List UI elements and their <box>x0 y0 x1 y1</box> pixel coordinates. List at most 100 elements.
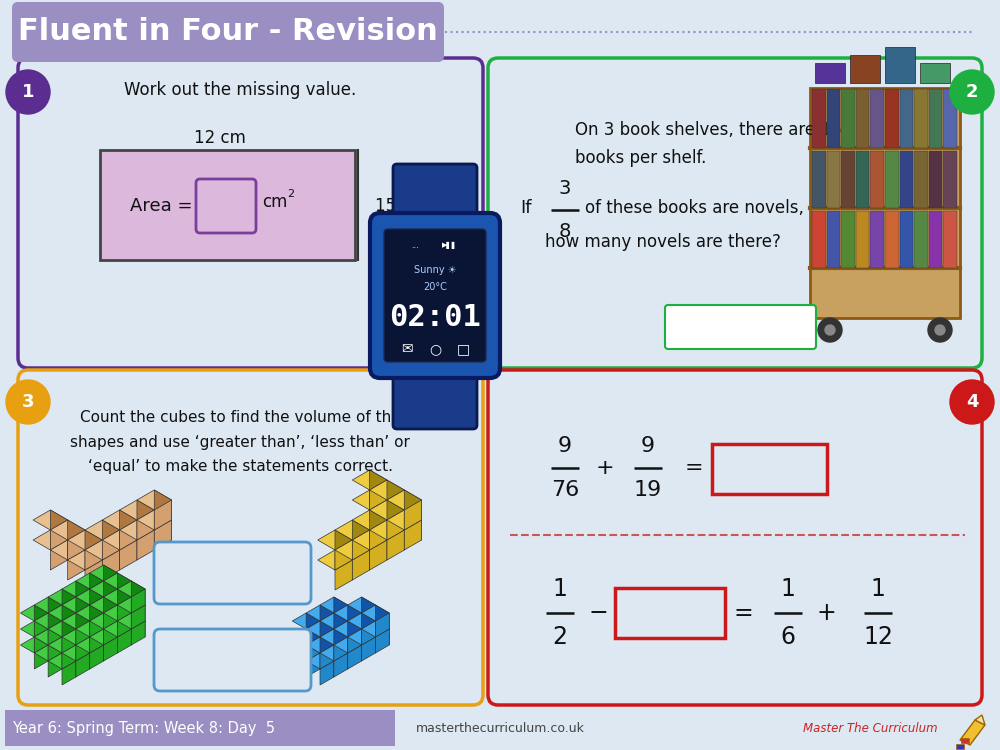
Polygon shape <box>306 637 320 661</box>
Polygon shape <box>335 560 352 590</box>
Polygon shape <box>960 720 985 745</box>
Polygon shape <box>348 645 362 669</box>
Text: 9: 9 <box>641 436 655 456</box>
Circle shape <box>818 318 842 342</box>
Polygon shape <box>375 621 389 645</box>
Polygon shape <box>85 520 120 540</box>
Polygon shape <box>104 589 117 613</box>
Polygon shape <box>292 629 320 645</box>
FancyBboxPatch shape <box>914 151 928 208</box>
Polygon shape <box>104 597 117 621</box>
Polygon shape <box>68 540 85 570</box>
Polygon shape <box>320 661 334 685</box>
Polygon shape <box>104 637 117 661</box>
Polygon shape <box>62 645 76 669</box>
FancyBboxPatch shape <box>870 211 884 268</box>
Polygon shape <box>90 589 104 613</box>
Polygon shape <box>306 637 334 653</box>
Polygon shape <box>90 581 104 605</box>
Polygon shape <box>131 613 145 637</box>
Polygon shape <box>334 645 348 669</box>
Polygon shape <box>120 520 137 550</box>
Polygon shape <box>320 613 348 629</box>
Polygon shape <box>90 613 104 637</box>
Polygon shape <box>370 510 387 540</box>
Polygon shape <box>104 613 117 637</box>
Polygon shape <box>334 637 348 661</box>
Polygon shape <box>320 637 334 661</box>
FancyBboxPatch shape <box>900 89 913 148</box>
FancyBboxPatch shape <box>841 89 855 148</box>
Polygon shape <box>90 605 104 629</box>
FancyBboxPatch shape <box>885 47 915 83</box>
Polygon shape <box>131 589 145 613</box>
Text: masterthecurriculum.co.uk: masterthecurriculum.co.uk <box>416 722 584 734</box>
Polygon shape <box>387 510 404 540</box>
Polygon shape <box>334 613 348 637</box>
Polygon shape <box>62 629 76 653</box>
Polygon shape <box>104 589 131 605</box>
Circle shape <box>935 325 945 335</box>
Text: 9: 9 <box>558 436 572 456</box>
Polygon shape <box>335 550 352 580</box>
Polygon shape <box>76 589 90 613</box>
Polygon shape <box>348 597 375 613</box>
Polygon shape <box>320 645 334 669</box>
Polygon shape <box>50 540 68 570</box>
Polygon shape <box>348 613 375 629</box>
Circle shape <box>950 70 994 114</box>
Polygon shape <box>90 597 104 621</box>
Polygon shape <box>154 500 172 530</box>
Polygon shape <box>348 637 362 661</box>
Polygon shape <box>306 621 320 645</box>
Polygon shape <box>68 530 102 550</box>
Polygon shape <box>375 613 389 637</box>
Polygon shape <box>85 550 102 580</box>
Polygon shape <box>62 605 76 629</box>
Polygon shape <box>334 621 362 637</box>
Polygon shape <box>48 621 76 637</box>
Polygon shape <box>48 637 62 661</box>
FancyBboxPatch shape <box>18 58 483 368</box>
FancyBboxPatch shape <box>393 164 477 230</box>
Polygon shape <box>387 490 422 510</box>
Polygon shape <box>104 581 117 605</box>
Polygon shape <box>104 629 117 653</box>
Polygon shape <box>348 621 362 645</box>
Polygon shape <box>975 715 985 725</box>
Polygon shape <box>62 613 90 629</box>
Polygon shape <box>154 510 172 540</box>
Text: ‘equal’ to make the statements correct.: ‘equal’ to make the statements correct. <box>88 458 392 473</box>
Polygon shape <box>48 613 62 637</box>
Polygon shape <box>104 621 117 645</box>
Polygon shape <box>387 500 404 530</box>
FancyBboxPatch shape <box>929 151 942 208</box>
Polygon shape <box>34 613 48 637</box>
Text: ▶▌▌: ▶▌▌ <box>442 242 458 248</box>
Polygon shape <box>62 645 76 669</box>
Polygon shape <box>404 510 422 540</box>
FancyBboxPatch shape <box>615 588 725 638</box>
Polygon shape <box>90 605 104 629</box>
Polygon shape <box>334 637 362 653</box>
Polygon shape <box>370 500 387 530</box>
Polygon shape <box>48 637 62 661</box>
Polygon shape <box>362 605 375 629</box>
Text: 12: 12 <box>863 625 893 649</box>
Polygon shape <box>320 653 334 677</box>
Text: books per shelf.: books per shelf. <box>575 149 706 167</box>
FancyBboxPatch shape <box>929 89 942 148</box>
Polygon shape <box>387 520 404 550</box>
Polygon shape <box>320 637 334 661</box>
Polygon shape <box>104 605 131 621</box>
Polygon shape <box>306 637 320 661</box>
Text: □: □ <box>456 342 470 356</box>
Polygon shape <box>154 490 172 520</box>
Polygon shape <box>348 629 362 653</box>
Polygon shape <box>90 621 104 645</box>
Polygon shape <box>352 510 387 530</box>
Polygon shape <box>387 490 404 520</box>
Polygon shape <box>362 621 375 645</box>
Polygon shape <box>76 629 90 653</box>
Polygon shape <box>370 470 387 500</box>
